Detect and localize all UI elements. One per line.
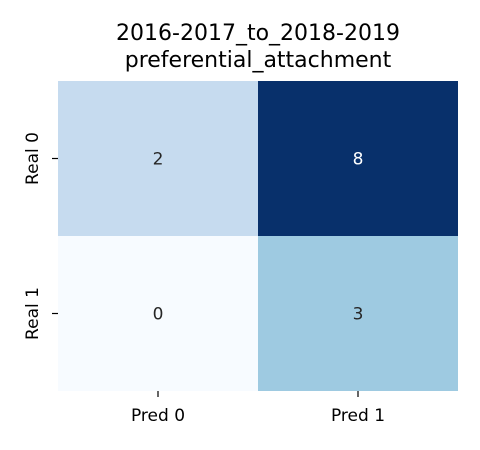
y-tick-label-0: Real 0 — [23, 132, 43, 185]
heatmap-cells: 2 8 0 3 — [58, 81, 458, 391]
heatmap-cell-r1-c0 — [58, 236, 258, 391]
y-axis: Real 0 Real 1 — [23, 132, 58, 340]
heatmap-cell-label-r1-c0: 0 — [153, 305, 164, 325]
x-tick-label-0: Pred 0 — [131, 406, 185, 426]
x-axis: Pred 0 Pred 1 — [131, 391, 385, 426]
heatmap-cell-r0-c0 — [58, 81, 258, 236]
x-tick-label-1: Pred 1 — [331, 406, 385, 426]
heatmap-cell-label-r0-c1: 8 — [353, 150, 364, 170]
y-tick-label-1: Real 1 — [23, 287, 43, 340]
chart-title-line-2: preferential_attachment — [125, 48, 392, 73]
heatmap-cell-label-r0-c0: 2 — [153, 150, 164, 170]
chart-title-line-1: 2016-2017_to_2018-2019 — [116, 21, 400, 46]
heatmap-cell-r1-c1 — [258, 236, 458, 391]
heatmap-cell-label-r1-c1: 3 — [353, 305, 364, 325]
heatmap-cell-r0-c1 — [258, 81, 458, 236]
